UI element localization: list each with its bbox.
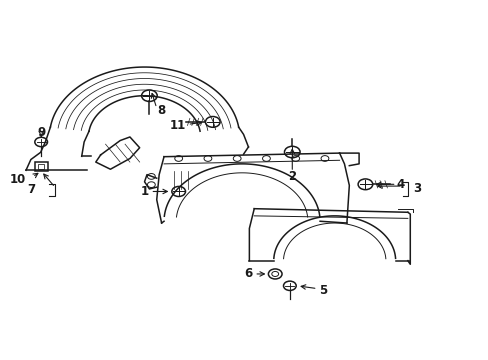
Text: 7: 7 bbox=[27, 183, 35, 196]
Text: 6: 6 bbox=[244, 267, 252, 280]
Text: 2: 2 bbox=[287, 170, 296, 183]
Bar bbox=[35, 162, 47, 171]
Text: 1: 1 bbox=[140, 185, 148, 198]
Bar bbox=[38, 164, 44, 169]
Text: 4: 4 bbox=[396, 178, 404, 191]
Text: 10: 10 bbox=[10, 173, 26, 186]
Text: 11: 11 bbox=[169, 119, 185, 132]
Text: 5: 5 bbox=[318, 284, 326, 297]
Text: 9: 9 bbox=[37, 126, 45, 139]
Text: 8: 8 bbox=[158, 104, 165, 117]
Text: 3: 3 bbox=[412, 183, 420, 195]
